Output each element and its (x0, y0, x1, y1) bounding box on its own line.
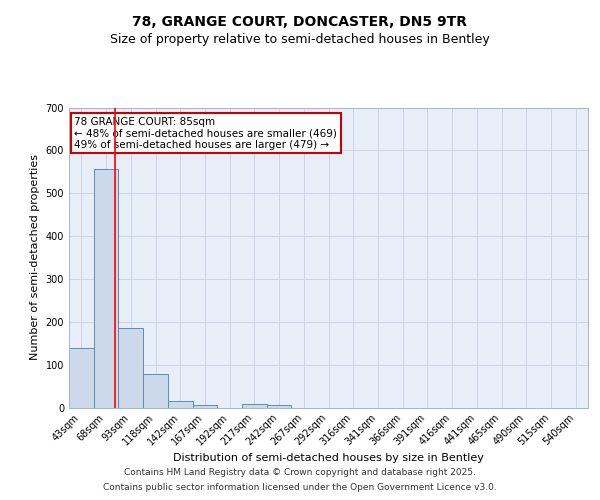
Text: Contains public sector information licensed under the Open Government Licence v3: Contains public sector information licen… (103, 483, 497, 492)
Text: 78, GRANGE COURT, DONCASTER, DN5 9TR: 78, GRANGE COURT, DONCASTER, DN5 9TR (133, 16, 467, 30)
Text: 78 GRANGE COURT: 85sqm
← 48% of semi-detached houses are smaller (469)
49% of se: 78 GRANGE COURT: 85sqm ← 48% of semi-det… (74, 116, 337, 150)
Bar (143, 374, 168, 408)
X-axis label: Distribution of semi-detached houses by size in Bentley: Distribution of semi-detached houses by … (173, 453, 484, 463)
Bar (69, 348, 94, 408)
Bar (267, 406, 292, 407)
Bar (118, 328, 143, 407)
Bar (94, 169, 118, 408)
Bar (168, 401, 193, 407)
Bar (193, 406, 217, 407)
Y-axis label: Number of semi-detached properties: Number of semi-detached properties (30, 154, 40, 360)
Text: Contains HM Land Registry data © Crown copyright and database right 2025.: Contains HM Land Registry data © Crown c… (124, 468, 476, 477)
Bar (242, 404, 267, 407)
Text: Size of property relative to semi-detached houses in Bentley: Size of property relative to semi-detach… (110, 32, 490, 46)
